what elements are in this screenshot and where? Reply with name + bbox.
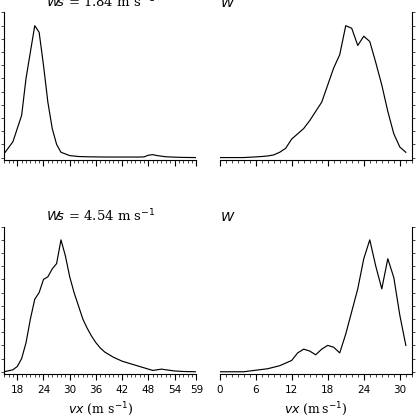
Title: $\mathit{W}\!s$ = 4.54 m s$^{-1}$: $\mathit{W}\!s$ = 4.54 m s$^{-1}$ (45, 208, 155, 224)
Text: $\mathit{W}$: $\mathit{W}$ (220, 0, 235, 10)
X-axis label: $\mathit{v}x$ (m s$^{-1}$): $\mathit{v}x$ (m s$^{-1}$) (68, 400, 133, 416)
Title: $\mathit{W}\!s$ = 1.84 m s$^{-1}$: $\mathit{W}\!s$ = 1.84 m s$^{-1}$ (46, 0, 155, 10)
X-axis label: $\mathit{v}x$ (m$\,$s$^{-1}$): $\mathit{v}x$ (m$\,$s$^{-1}$) (284, 400, 347, 416)
Text: $\mathit{W}$: $\mathit{W}$ (220, 211, 235, 224)
